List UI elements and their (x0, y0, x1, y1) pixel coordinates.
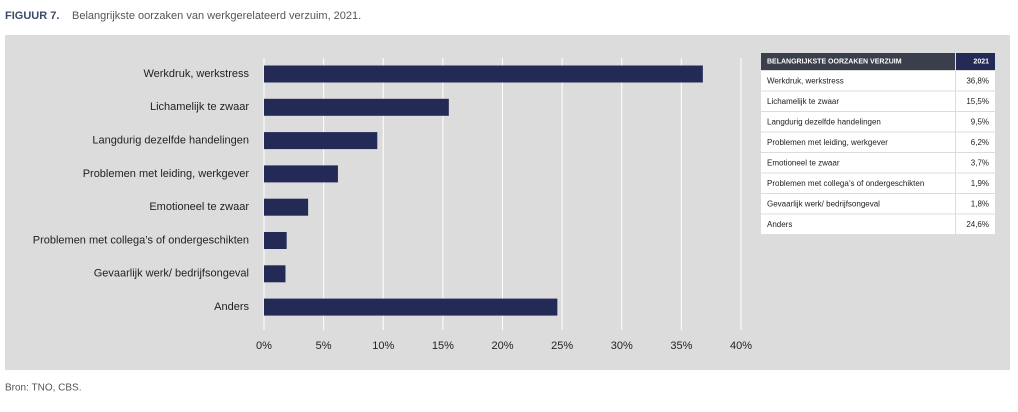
table-row (956, 71, 995, 91)
table-row (761, 71, 955, 91)
table-header: BELANGRIJKSTE OORZAKEN VERZUIM (767, 58, 902, 65)
source: Bron: TNO, CBS. (5, 383, 82, 394)
table-header-bg (761, 53, 955, 70)
bar (264, 132, 378, 150)
table-cell: Gevaarlijk werk/ bedrijfsongeval (767, 199, 880, 208)
x-tick-label: 35% (670, 340, 692, 352)
x-tick-label: 15% (432, 340, 454, 352)
table-header-bg (956, 53, 995, 70)
table-cell: 6,2% (971, 138, 989, 147)
x-tick-label: 0% (256, 340, 272, 352)
table-cell: 15,5% (966, 97, 989, 106)
x-tick-label: 30% (611, 340, 633, 352)
table-row (956, 153, 995, 173)
bar (264, 232, 287, 249)
table-row (956, 91, 995, 111)
table-row (761, 214, 955, 234)
table-row (761, 132, 955, 152)
table-cell: Emotioneel te zwaar (767, 158, 840, 167)
table: BELANGRIJKSTE OORZAKEN VERZUIM 2021 Werkdr… (761, 53, 995, 234)
table-cell: 36,8% (966, 76, 989, 85)
table-cell: 3,7% (971, 158, 989, 167)
table-cell: Lichamelijk te zwaar (767, 97, 839, 106)
y-tick-label: Problemen met leiding, werkgever (83, 168, 250, 180)
table-cell: Problemen met leiding, werkgever (767, 138, 888, 147)
y-tick-label: Anders (214, 301, 249, 313)
x-tick-label: 25% (551, 340, 573, 352)
table-cell: Problemen met collega’s of ondergeschikt… (767, 179, 924, 188)
x-tick-label: 40% (730, 340, 752, 352)
bar (264, 265, 286, 283)
table-row (956, 194, 995, 214)
table-row (761, 194, 955, 214)
chart-title: Belangrijkste oorzaken van werkgerelatee… (72, 10, 361, 22)
table-cell: 1,9% (971, 179, 989, 188)
table-row (761, 91, 955, 111)
table-cell: Anders (767, 220, 792, 229)
table-row (761, 153, 955, 173)
table-header: 2021 (973, 58, 989, 65)
table-cell: Langdurig dezelfde handelingen (767, 117, 881, 126)
bar (264, 65, 703, 83)
table-cell: 24,6% (966, 220, 989, 229)
x-tick-label: 10% (372, 340, 394, 352)
figure-label: FIGUUR 7. (5, 10, 59, 22)
y-tick-label: Lichamelijk te zwaar (150, 101, 249, 113)
plot: 0% 5% 10% 15% 20% 25% 30% 35% 40% Werkdruk, werks… (33, 58, 752, 352)
x-tick-label: 20% (491, 340, 513, 352)
bar (264, 198, 309, 216)
table-cell: 9,5% (971, 117, 989, 126)
x-tick-label: 5% (316, 340, 332, 352)
y-tick-label: Langdurig dezelfde handelingen (92, 135, 249, 147)
bar (264, 165, 338, 183)
table-cell: 1,8% (971, 199, 989, 208)
table-row (956, 112, 995, 132)
table-cell: Werkdruk, werkstress (767, 76, 844, 85)
bar (264, 98, 449, 116)
table-row (761, 112, 955, 132)
bar (264, 298, 558, 316)
y-tick-label: Gevaarlijk werk/ bedrijfsongeval (94, 268, 249, 280)
y-tick-label: Emotioneel te zwaar (149, 201, 249, 213)
y-tick-label: Problemen met collega’s of ondergeschikt… (33, 234, 249, 246)
table-row (956, 214, 995, 234)
table-row (956, 173, 995, 193)
table-row (761, 173, 955, 193)
y-tick-label: Werkdruk, werkstress (143, 68, 249, 80)
table-row (956, 132, 995, 152)
